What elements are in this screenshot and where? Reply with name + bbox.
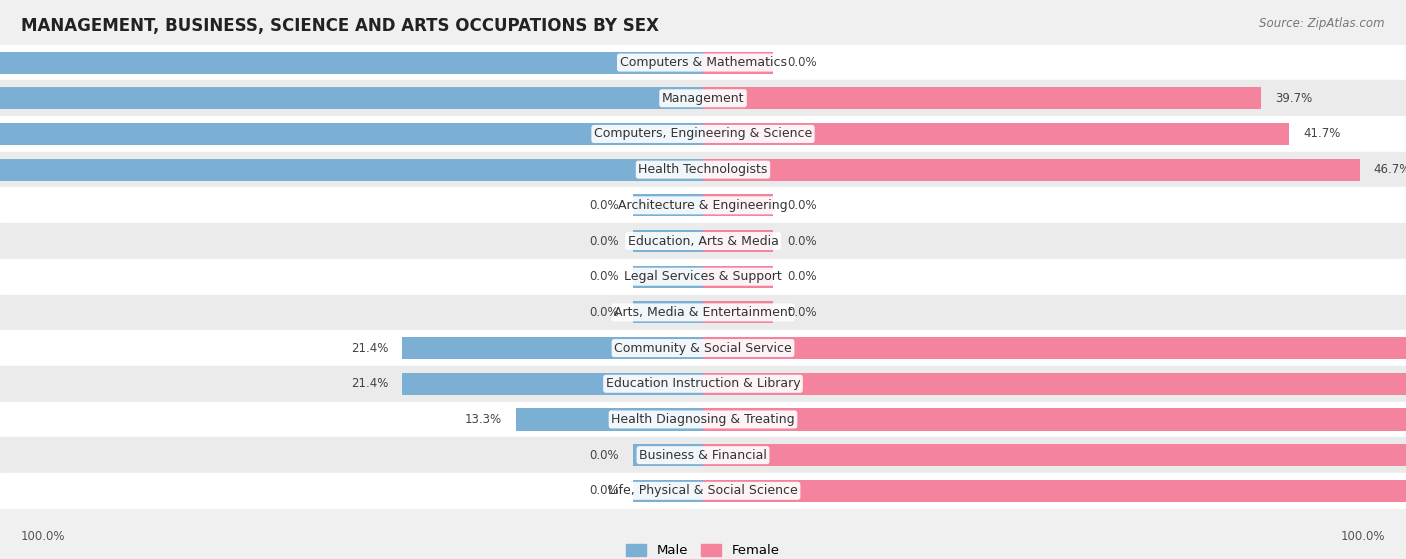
- Text: 0.0%: 0.0%: [589, 306, 619, 319]
- Bar: [0, 295, 1406, 330]
- Bar: [0, 223, 1406, 259]
- Text: 13.3%: 13.3%: [465, 413, 502, 426]
- Bar: [703, 373, 1406, 395]
- Text: 0.0%: 0.0%: [787, 270, 817, 283]
- Bar: [0, 87, 703, 110]
- Text: Computers & Mathematics: Computers & Mathematics: [620, 56, 786, 69]
- Bar: [703, 87, 1261, 110]
- Bar: [633, 444, 703, 466]
- Bar: [633, 195, 703, 216]
- Bar: [0, 187, 1406, 223]
- Bar: [0, 152, 1406, 187]
- Bar: [703, 444, 1406, 466]
- Bar: [0, 123, 703, 145]
- Text: 100.0%: 100.0%: [1340, 530, 1385, 543]
- Text: 0.0%: 0.0%: [787, 56, 817, 69]
- Bar: [703, 123, 1289, 145]
- Text: 0.0%: 0.0%: [589, 484, 619, 498]
- Bar: [633, 230, 703, 252]
- Text: Community & Social Service: Community & Social Service: [614, 342, 792, 354]
- Text: Education, Arts & Media: Education, Arts & Media: [627, 235, 779, 248]
- Bar: [703, 195, 773, 216]
- Text: 0.0%: 0.0%: [589, 449, 619, 462]
- Text: 100.0%: 100.0%: [21, 530, 66, 543]
- Text: 0.0%: 0.0%: [787, 235, 817, 248]
- Text: 21.4%: 21.4%: [350, 342, 388, 354]
- Bar: [633, 301, 703, 324]
- Bar: [703, 301, 773, 324]
- Text: 39.7%: 39.7%: [1275, 92, 1312, 105]
- Bar: [703, 230, 773, 252]
- Bar: [0, 437, 1406, 473]
- Text: Management: Management: [662, 92, 744, 105]
- Text: 0.0%: 0.0%: [589, 199, 619, 212]
- Text: 0.0%: 0.0%: [787, 199, 817, 212]
- Bar: [703, 480, 1406, 502]
- Text: 0.0%: 0.0%: [787, 306, 817, 319]
- Text: Legal Services & Support: Legal Services & Support: [624, 270, 782, 283]
- Bar: [703, 337, 1406, 359]
- Bar: [0, 159, 703, 181]
- Text: Arts, Media & Entertainment: Arts, Media & Entertainment: [613, 306, 793, 319]
- Text: 46.7%: 46.7%: [1374, 163, 1406, 176]
- Bar: [0, 401, 1406, 437]
- Text: 0.0%: 0.0%: [589, 235, 619, 248]
- Bar: [703, 409, 1406, 430]
- Bar: [703, 266, 773, 288]
- Bar: [402, 337, 703, 359]
- Text: Health Technologists: Health Technologists: [638, 163, 768, 176]
- Text: 21.4%: 21.4%: [350, 377, 388, 390]
- Bar: [0, 330, 1406, 366]
- Text: 0.0%: 0.0%: [589, 270, 619, 283]
- Bar: [0, 116, 1406, 152]
- Bar: [633, 266, 703, 288]
- Text: Computers, Engineering & Science: Computers, Engineering & Science: [593, 127, 813, 140]
- Text: Health Diagnosing & Treating: Health Diagnosing & Treating: [612, 413, 794, 426]
- Bar: [402, 373, 703, 395]
- Bar: [0, 51, 703, 74]
- Legend: Male, Female: Male, Female: [621, 538, 785, 559]
- Bar: [0, 473, 1406, 509]
- Bar: [0, 259, 1406, 295]
- Bar: [703, 51, 773, 74]
- Text: Architecture & Engineering: Architecture & Engineering: [619, 199, 787, 212]
- Bar: [516, 409, 703, 430]
- Text: Business & Financial: Business & Financial: [640, 449, 766, 462]
- Text: 41.7%: 41.7%: [1303, 127, 1341, 140]
- Text: MANAGEMENT, BUSINESS, SCIENCE AND ARTS OCCUPATIONS BY SEX: MANAGEMENT, BUSINESS, SCIENCE AND ARTS O…: [21, 17, 659, 35]
- Text: Education Instruction & Library: Education Instruction & Library: [606, 377, 800, 390]
- Bar: [0, 80, 1406, 116]
- Bar: [0, 366, 1406, 401]
- Bar: [633, 480, 703, 502]
- Bar: [0, 45, 1406, 80]
- Text: Life, Physical & Social Science: Life, Physical & Social Science: [609, 484, 797, 498]
- Text: Source: ZipAtlas.com: Source: ZipAtlas.com: [1260, 17, 1385, 30]
- Bar: [703, 159, 1360, 181]
